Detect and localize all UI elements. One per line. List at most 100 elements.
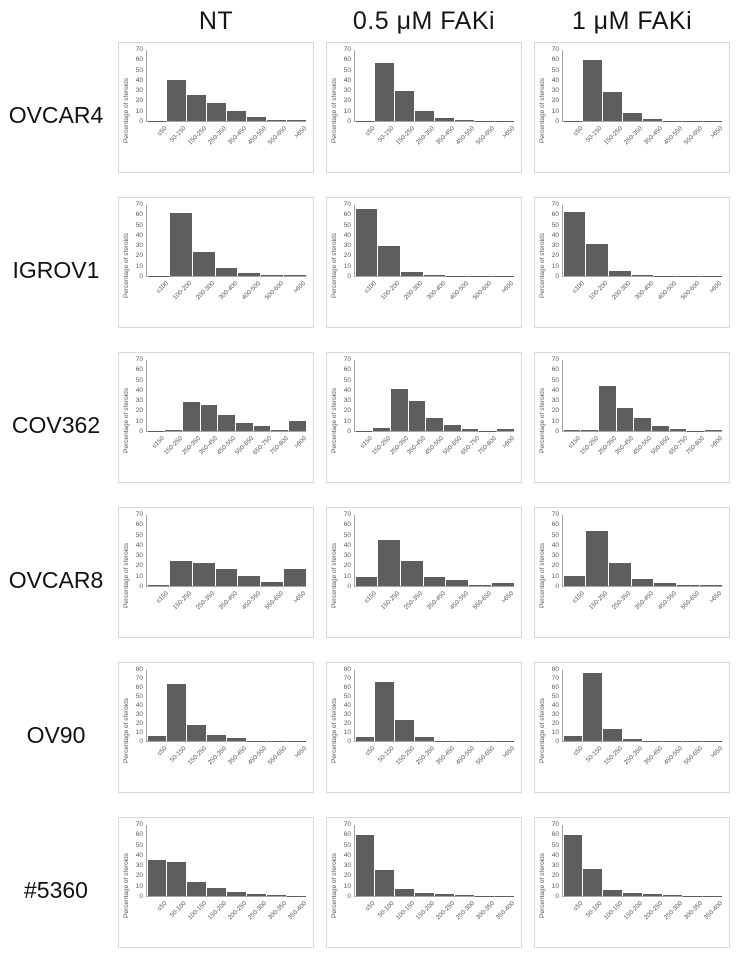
plot-area <box>354 205 514 277</box>
bar <box>148 121 167 122</box>
x-tick-label: 50-150 <box>169 745 188 764</box>
x-tick-label: 350-450 <box>614 435 635 456</box>
x-tick-label: 550-650 <box>263 590 284 611</box>
bar <box>703 896 722 897</box>
bar <box>284 569 306 586</box>
x-tick-label: 150-250 <box>187 745 208 766</box>
x-tick-label: ≤150 <box>156 590 171 605</box>
x-tick-label: >650 <box>293 745 308 760</box>
bar <box>207 888 226 896</box>
bar <box>148 860 167 897</box>
plot-area <box>146 825 306 897</box>
x-tick-label: 150-250 <box>163 435 184 456</box>
bar <box>271 430 288 431</box>
bar <box>654 583 676 586</box>
x-tick-label: 200-300 <box>195 280 216 301</box>
row-label-igrov1: IGROV1 <box>0 193 112 348</box>
bar <box>236 423 253 431</box>
bar <box>227 892 246 896</box>
bar <box>495 121 514 122</box>
bar <box>705 430 722 431</box>
x-tick-label: >650 <box>709 125 724 140</box>
bar <box>356 737 375 741</box>
bar <box>395 720 414 741</box>
bar <box>424 275 446 276</box>
column-header-05um-faki: 0.5 μM FAKi <box>320 0 528 38</box>
bar <box>148 736 167 741</box>
x-tick-label: ≤150 <box>364 590 379 605</box>
plot-area <box>354 360 514 432</box>
bar <box>623 113 642 121</box>
bar <box>167 862 186 896</box>
x-tick-label: ≤50 <box>156 745 168 757</box>
bar <box>687 431 704 432</box>
bar <box>424 577 446 586</box>
bar <box>677 585 699 586</box>
bar <box>670 429 687 431</box>
bar <box>677 276 699 277</box>
bar <box>373 428 390 431</box>
bar <box>426 418 443 431</box>
bar <box>634 418 651 431</box>
bar <box>183 402 200 431</box>
row-label-ov90: OV90 <box>0 658 112 813</box>
bar <box>497 429 514 431</box>
bar <box>375 870 394 896</box>
bar <box>267 895 286 896</box>
bar <box>599 386 616 431</box>
x-tick-label: 750-800 <box>477 435 498 456</box>
bar <box>703 121 722 122</box>
y-axis-title: Percentage of sferoids <box>538 360 547 480</box>
bar <box>287 120 306 121</box>
x-tick-label: ≤150 <box>572 590 587 605</box>
y-axis-title: Percentage of sferoids <box>330 825 339 945</box>
bar <box>187 95 206 121</box>
bar <box>643 119 662 121</box>
x-tick-label: 450-550 <box>247 125 268 146</box>
x-tick-label: 350-450 <box>634 590 655 611</box>
x-tick-label: 450-550 <box>632 435 653 456</box>
x-tick-label: 450-550 <box>663 125 684 146</box>
bar <box>415 893 434 896</box>
bar <box>167 80 186 121</box>
row-label-cov362: COV362 <box>0 348 112 503</box>
bar <box>609 563 631 586</box>
bar <box>475 121 494 122</box>
bar <box>289 421 306 431</box>
x-tick-label: 550-650 <box>683 125 704 146</box>
x-tick-label: ≤50 <box>364 900 376 912</box>
